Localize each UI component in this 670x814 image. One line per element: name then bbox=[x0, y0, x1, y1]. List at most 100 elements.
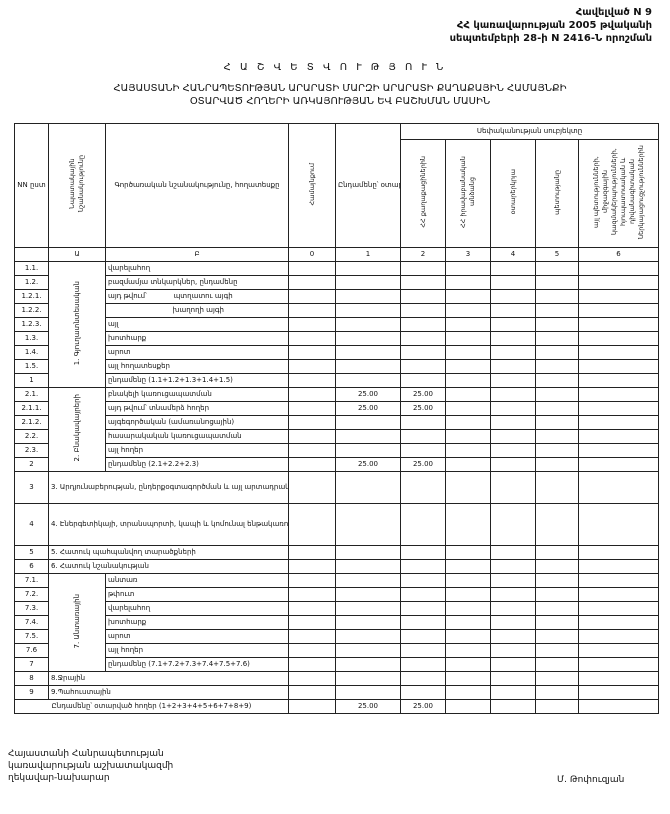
value-cell bbox=[445, 275, 491, 290]
value-cell bbox=[535, 289, 579, 304]
value-cell: 25.00 bbox=[400, 387, 446, 402]
row-label: թփուտ bbox=[105, 587, 289, 602]
value-cell bbox=[490, 685, 536, 700]
value-cell bbox=[535, 685, 579, 700]
value-cell bbox=[335, 373, 401, 388]
land-report-table: NN ըստ Նպատակային նշանակությունը Գործառա… bbox=[14, 123, 660, 714]
table-row: 9 9.Պահուստային bbox=[14, 685, 660, 700]
row-number: 7.2. bbox=[14, 587, 49, 602]
value-cell bbox=[535, 587, 579, 602]
header-col1: Ընդամենը՝ օտարված հողեր (2+3+4+5+6) bbox=[335, 123, 401, 248]
table-row: 6 6. Հատուկ նշանակության bbox=[14, 559, 660, 574]
value-cell bbox=[288, 289, 336, 304]
total-label: Ընդամենը՝ օտարված հողեր (1+2+3+4+5+6+7+8… bbox=[14, 699, 289, 714]
value-cell bbox=[288, 573, 336, 588]
table-row: 7.1. 7. Անտառային անտառ bbox=[14, 573, 660, 672]
value-cell bbox=[335, 317, 401, 332]
row-label: հասարակական կառուցապատման bbox=[105, 429, 289, 444]
value-cell bbox=[335, 359, 401, 374]
table-row: 2.1.2. այգեգործական (ամառանոցային) bbox=[14, 415, 660, 430]
value-cell bbox=[288, 345, 336, 360]
value-cell bbox=[445, 587, 491, 602]
value-cell bbox=[577, 429, 660, 444]
value-cell bbox=[400, 573, 446, 588]
value-cell bbox=[288, 261, 336, 276]
value-cell bbox=[490, 601, 536, 616]
value-cell bbox=[335, 545, 401, 560]
value-cell bbox=[577, 275, 660, 290]
document-title: Հ Ա Շ Վ Ե Տ Վ Ո Ւ Թ Յ Ո Ւ Ն bbox=[223, 62, 447, 73]
appendix-date: սեպտեմբերի 28-ի N 2416-Ն որոշման bbox=[449, 33, 652, 44]
row-label: ընդամենը (2.1+2.2+2.3) bbox=[105, 457, 289, 472]
column-index: 1 bbox=[335, 247, 401, 262]
value-cell bbox=[490, 457, 536, 472]
value-cell bbox=[335, 587, 401, 602]
table-row: 1.2.3. այլ bbox=[14, 317, 660, 332]
row-number: 1.4. bbox=[14, 345, 49, 360]
value-cell bbox=[288, 303, 336, 318]
group-label: 7. Անտառային bbox=[48, 573, 106, 672]
table-row: 1.2. բազմամյա տնկարկներ, ընդամենը bbox=[14, 275, 660, 290]
value-cell bbox=[288, 359, 336, 374]
value-cell bbox=[535, 657, 579, 672]
value-cell bbox=[577, 373, 660, 388]
value-cell bbox=[400, 587, 446, 602]
table-row: 7.4. խոտհարք bbox=[14, 615, 660, 630]
value-cell bbox=[445, 303, 491, 318]
table-row: 7.2. թփուտ bbox=[14, 587, 660, 602]
value-cell bbox=[335, 289, 401, 304]
group-label: 2. Բնակավայրերի bbox=[48, 387, 106, 472]
row-label: խաղողի այգի bbox=[105, 303, 289, 318]
value-cell bbox=[535, 699, 579, 714]
value-cell bbox=[335, 471, 401, 504]
value-cell bbox=[400, 345, 446, 360]
table-row: 1.2.1. այդ թվում՝ պտղատու այգի bbox=[14, 289, 660, 304]
table-row: 2 ընդամենը (2.1+2.2+2.3) 25.00 25.00 bbox=[14, 457, 660, 472]
table-row: 4 4. Էներգետիկայի, տրանսպորտի, կապի և կոմ… bbox=[14, 503, 660, 546]
table-row: 1 ընդամենը (1.1+1.2+1.3+1.4+1.5) bbox=[14, 373, 660, 388]
value-cell: 25.00 bbox=[400, 457, 446, 472]
value-cell bbox=[577, 401, 660, 416]
value-cell bbox=[400, 471, 446, 504]
value-cell bbox=[535, 275, 579, 290]
value-cell bbox=[577, 331, 660, 346]
value-cell bbox=[577, 685, 660, 700]
value-cell: 25.00 bbox=[400, 699, 446, 714]
value-cell bbox=[490, 587, 536, 602]
value-cell bbox=[490, 545, 536, 560]
value-cell bbox=[535, 345, 579, 360]
row-label: այլ հողատեսքեր bbox=[105, 359, 289, 374]
value-cell bbox=[400, 685, 446, 700]
value-cell bbox=[490, 415, 536, 430]
value-cell bbox=[335, 415, 401, 430]
value-cell bbox=[400, 443, 446, 458]
column-index: 3 bbox=[445, 247, 491, 262]
value-cell bbox=[577, 471, 660, 504]
row-label: 4. Էներգետիկայի, տրանսպորտի, կապի և կոմո… bbox=[48, 503, 289, 546]
value-cell bbox=[577, 317, 660, 332]
value-cell bbox=[577, 443, 660, 458]
value-cell bbox=[445, 657, 491, 672]
value-cell bbox=[577, 559, 660, 574]
column-index: Ա bbox=[48, 247, 106, 262]
value-cell bbox=[490, 559, 536, 574]
value-cell bbox=[335, 615, 401, 630]
value-cell bbox=[445, 699, 491, 714]
value-cell bbox=[288, 559, 336, 574]
value-cell bbox=[335, 275, 401, 290]
value-cell bbox=[335, 601, 401, 616]
value-cell bbox=[490, 401, 536, 416]
row-label: բնակելի կառուցապատման bbox=[105, 387, 289, 402]
row-number: 7.6 bbox=[14, 643, 49, 658]
value-cell bbox=[335, 573, 401, 588]
value-cell bbox=[288, 587, 336, 602]
row-label: 9.Պահուստային bbox=[48, 685, 289, 700]
header-purpose: Նպատակային նշանակությունը bbox=[48, 123, 106, 248]
value-cell bbox=[490, 289, 536, 304]
value-cell bbox=[535, 559, 579, 574]
row-label: այդ թվում՝ տնամերձ հողեր bbox=[105, 401, 289, 416]
value-cell bbox=[490, 573, 536, 588]
value-cell bbox=[335, 643, 401, 658]
row-number: 1.2.2. bbox=[14, 303, 49, 318]
value-cell bbox=[490, 345, 536, 360]
